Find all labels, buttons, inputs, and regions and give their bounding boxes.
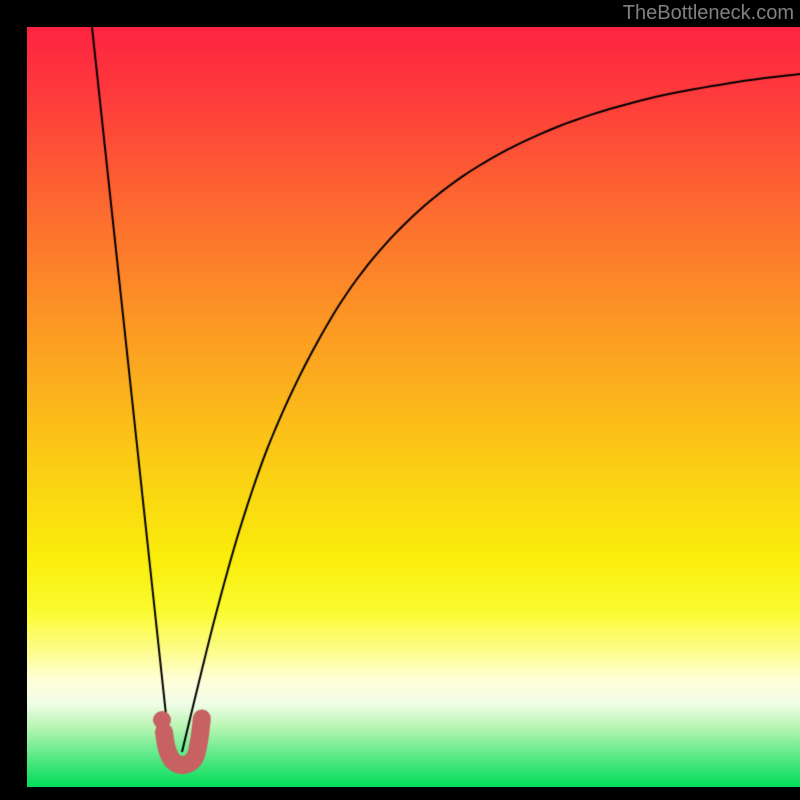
chart-container: TheBottleneck.com (0, 0, 800, 800)
plot-area (27, 27, 800, 787)
bottleneck-curve-layer (27, 27, 800, 787)
watermark-text: TheBottleneck.com (623, 2, 794, 25)
